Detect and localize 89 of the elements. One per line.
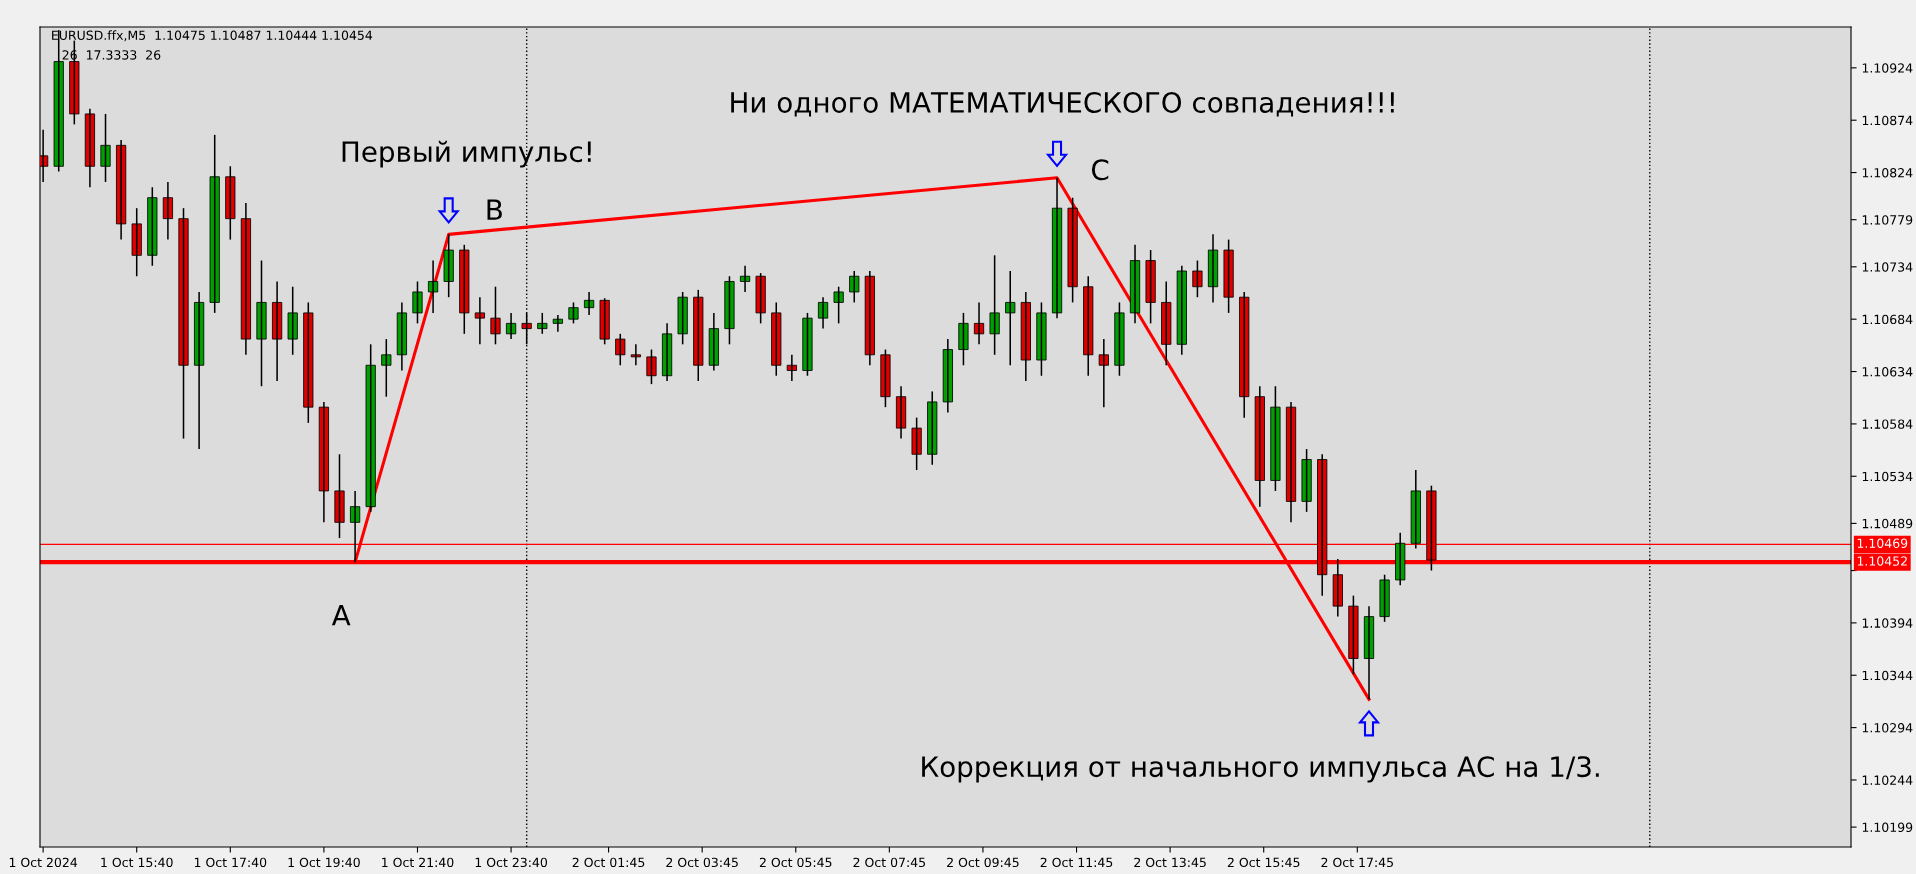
- x-tick-label: 2 Oct 05:45: [759, 857, 832, 868]
- candlestick: [256, 259, 267, 387]
- x-tick-label: 2 Oct 15:45: [1227, 857, 1300, 868]
- y-tick-label: 1.10344: [1862, 670, 1913, 681]
- candlestick: [365, 343, 376, 513]
- y-tick-label: 1.10584: [1862, 419, 1913, 429]
- candlestick: [1301, 448, 1312, 513]
- candlestick: [334, 453, 345, 539]
- candlestick: [1114, 301, 1125, 377]
- candlestick: [911, 416, 922, 471]
- y-tick-label: 1.10779: [1862, 215, 1913, 225]
- x-tick-label: 1 Oct 23:40: [475, 857, 548, 868]
- x-tick-label: 2 Oct 11:45: [1040, 857, 1113, 868]
- candlestick: [989, 254, 1000, 356]
- candlestick: [1036, 301, 1047, 377]
- candlestick: [802, 312, 813, 377]
- y-tick-label: 1.10634: [1862, 367, 1913, 377]
- candlestick: [630, 343, 641, 367]
- y-tick-label: 1.10394: [1862, 618, 1913, 628]
- candlestick: [927, 390, 938, 466]
- annotation: Ни одного МАТЕМАТИЧЕСКОГО совпадения!!!: [731, 91, 1394, 117]
- x-tick-label: 2 Oct 13:45: [1134, 857, 1206, 868]
- annotation: C: [1091, 159, 1109, 181]
- candlestick: [225, 165, 236, 241]
- candlestick: [849, 270, 860, 304]
- candlestick: [209, 134, 220, 314]
- candlestick: [490, 285, 501, 346]
- candlestick: [1067, 196, 1078, 304]
- x-tick-label: 2 Oct 17:45: [1321, 857, 1393, 868]
- candlestick: [1005, 270, 1016, 367]
- x-tick-label: 2 Oct 07:45: [853, 857, 926, 868]
- candlestick: [1348, 594, 1359, 675]
- candlestick: [100, 113, 111, 183]
- candlestick: [1332, 558, 1343, 618]
- candlestick: [755, 272, 766, 325]
- candlestick: [1145, 249, 1156, 325]
- y-tick-label: 1.10684: [1862, 314, 1913, 325]
- y-tick-label: 1.10924: [1862, 63, 1913, 73]
- ref-line-label: 1.10469: [1857, 538, 1908, 548]
- x-tick-label: 2 Oct 01:45: [572, 857, 645, 868]
- candlestick: [1379, 573, 1390, 623]
- candlestick: [568, 301, 579, 325]
- candlestick: [474, 296, 485, 346]
- y-tick-label: 1.10294: [1862, 723, 1913, 733]
- y-tick-label: 1.10489: [1862, 518, 1913, 529]
- y-tick-label: 1.10824: [1862, 168, 1913, 178]
- x-tick-label: 2 Oct 09:45: [947, 857, 1019, 868]
- x-tick-label: 1 Oct 15:40: [101, 857, 173, 868]
- candlestick: [412, 280, 423, 325]
- candlestick: [677, 291, 688, 346]
- ref-line-label: 1.10452: [1857, 556, 1907, 566]
- annotation: A: [331, 605, 351, 626]
- candlestick: [1223, 238, 1234, 314]
- candlestick: [880, 348, 891, 408]
- candlestick: [147, 186, 158, 267]
- y-tick-label: 1.10874: [1862, 115, 1913, 126]
- candlestick: [599, 297, 610, 346]
- x-tick-label: 2 Oct 03:45: [666, 857, 738, 868]
- candlestick: [833, 285, 844, 325]
- candlestick: [1098, 338, 1109, 408]
- candlestick: [958, 312, 969, 367]
- candlestick: [1270, 385, 1281, 492]
- x-tick-label: 1 Oct 17:40: [194, 857, 267, 868]
- y-tick-label: 1.10199: [1862, 822, 1913, 833]
- annotation: Коррекция от начального импульса АС на 1/3.: [922, 756, 1599, 783]
- annotation: Первый импульс!: [342, 140, 591, 168]
- candlestick: [131, 207, 142, 278]
- candlestick: [287, 285, 298, 356]
- candlestick: [178, 207, 189, 440]
- annotation: B: [487, 199, 502, 220]
- y-tick-label: 1.10534: [1862, 471, 1913, 482]
- y-tick-label: 1.10244: [1862, 775, 1913, 785]
- x-tick-label: 1 Oct 19:40: [288, 857, 360, 868]
- candlestick: [537, 312, 548, 335]
- y-tick-label: 1.10734: [1862, 262, 1913, 272]
- candlestick: [1426, 484, 1437, 572]
- candlestick: [1395, 532, 1406, 586]
- candlestick: [771, 301, 782, 377]
- candlestick: [459, 244, 470, 335]
- candlestick: [724, 275, 735, 346]
- candlestick: [1410, 469, 1421, 550]
- candlestick: [615, 333, 626, 367]
- candlestick: [646, 348, 657, 385]
- candlestick: [381, 338, 392, 398]
- candlestick: [303, 301, 314, 424]
- x-tick-label: 1 Oct 2024: [9, 857, 78, 868]
- candlestick: [443, 233, 454, 298]
- candlestick: [1192, 259, 1203, 298]
- x-tick-label: 1 Oct 21:40: [382, 857, 454, 868]
